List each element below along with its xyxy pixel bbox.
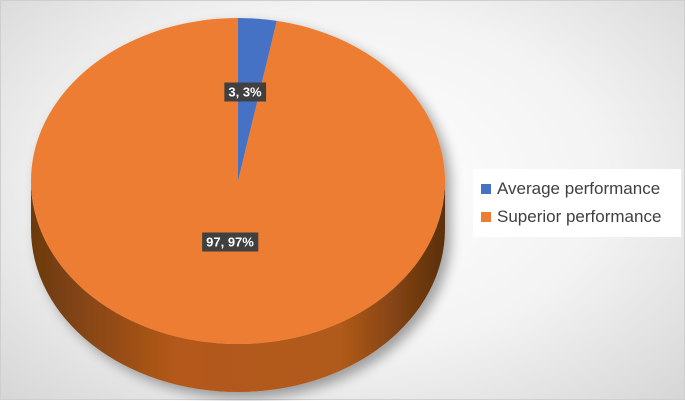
pie-slice-superior [30, 18, 445, 345]
legend: Average performance Superior performance [473, 169, 681, 237]
legend-item-average: Average performance [481, 175, 673, 203]
legend-swatch-average [481, 184, 491, 194]
legend-label-superior: Superior performance [497, 207, 662, 226]
pie-side-wall [31, 181, 445, 392]
data-label-box-superior [202, 232, 259, 252]
legend-item-superior: Superior performance [481, 203, 673, 231]
data-label-average: 3, 3% [228, 85, 262, 100]
data-label-superior: 97, 97% [206, 235, 254, 250]
legend-swatch-superior [481, 212, 491, 222]
legend-label-average: Average performance [497, 179, 661, 198]
data-label-box-average [224, 82, 267, 102]
